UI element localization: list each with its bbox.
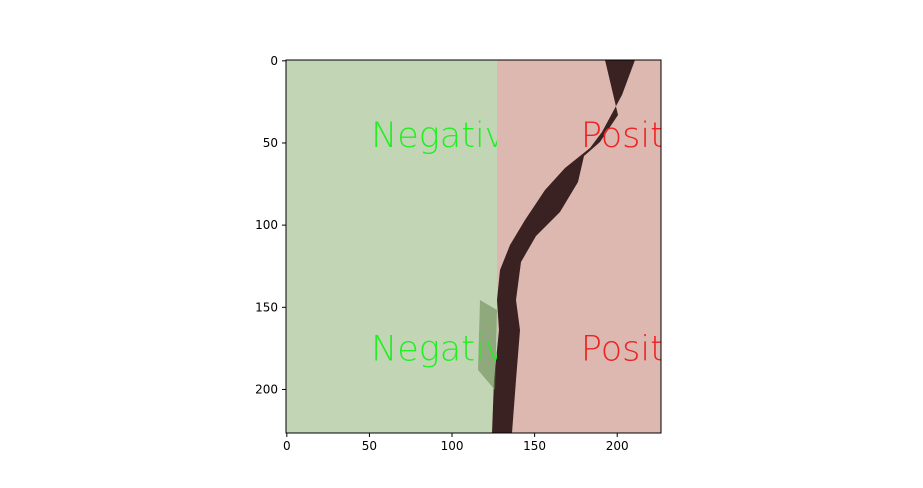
x-tick-label: 100 [441,439,464,453]
crack [492,60,635,433]
y-tick-label: 50 [263,136,278,150]
negative-region [286,60,497,433]
x-tick-label: 150 [523,439,546,453]
y-tick-label: 100 [255,218,278,232]
x-tick-label: 0 [283,439,291,453]
annotation: Posit [581,116,664,156]
axes-frame [285,59,662,434]
annotation: Negativ [371,116,505,156]
x-tick-label: 50 [362,439,377,453]
annotation: Negativ [371,329,505,369]
y-tick-label: 200 [255,382,278,396]
shadow [478,300,497,390]
annotation: Posit [581,329,664,369]
image [286,60,661,433]
y-tick-label: 0 [270,54,278,68]
y-tick-label: 150 [255,300,278,314]
x-tick-label: 200 [606,439,629,453]
